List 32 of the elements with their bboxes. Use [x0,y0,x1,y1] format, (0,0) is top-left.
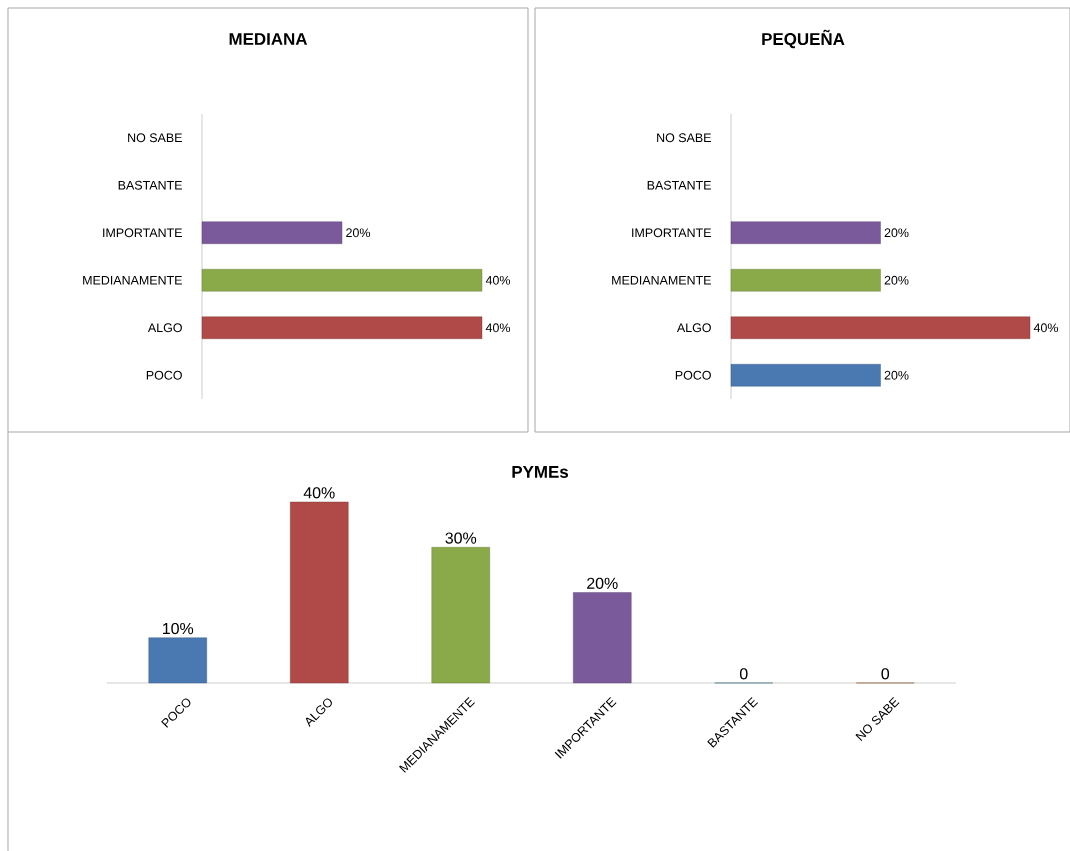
bar [573,592,632,684]
data-label: 20% [884,275,909,285]
bar [431,547,490,684]
y-tick-label: ALGO [676,323,711,333]
chart-title: PYMEs [512,466,569,478]
data-label: 10% [163,622,194,635]
y-tick-label: MEDIANAMENTE [612,275,711,285]
y-tick-label: POCO [146,370,182,380]
y-tick-label: BASTANTE [647,180,711,190]
y-tick-label: ALGO [147,323,182,333]
data-label: 40% [485,323,510,333]
y-tick-label: IMPORTANTE [103,228,182,238]
data-label: 0 [739,668,748,680]
y-tick-label: BASTANTE [118,180,182,190]
y-tick-label: POCO [675,370,711,380]
data-label: 30% [445,532,477,544]
data-label: 40% [485,275,510,285]
bar [148,637,207,684]
data-label: 20% [346,228,370,238]
y-tick-label: MEDIANAMENTE [83,275,182,285]
y-tick-label: NO SABE [657,133,711,143]
chart-title: PEQUEÑA [762,29,845,49]
data-label: 20% [884,370,909,380]
y-tick-label: IMPORTANTE [632,228,711,238]
data-label: 20% [884,228,909,238]
y-tick-label: NO SABE [128,133,182,143]
data-label: 0 [881,668,890,680]
bar [290,501,349,684]
data-label: 40% [303,487,335,499]
data-label: 20% [587,577,618,589]
data-label: 40% [1033,323,1058,333]
chart-title: MEDIANA [229,33,308,45]
